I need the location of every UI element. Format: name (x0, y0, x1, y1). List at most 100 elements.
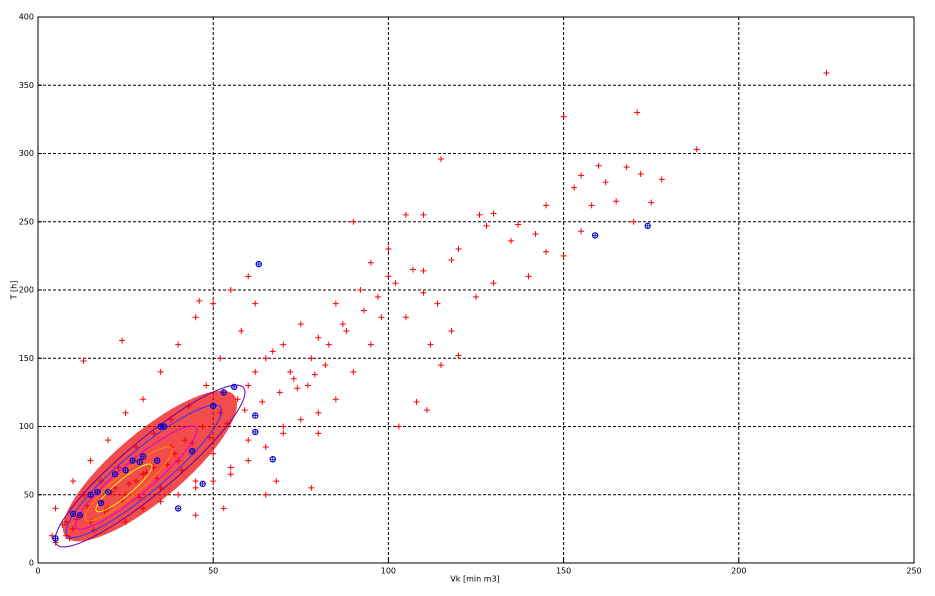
point (560, 252, 567, 259)
point (644, 222, 651, 230)
marker-plus (155, 458, 160, 463)
point (427, 341, 434, 348)
marker-plus (137, 459, 142, 464)
contour (65, 404, 223, 538)
point (294, 385, 301, 392)
point (94, 488, 101, 496)
point (693, 146, 700, 153)
point (325, 341, 332, 348)
point (448, 327, 455, 334)
point (378, 314, 385, 321)
point (490, 210, 497, 217)
marker-circle (139, 453, 147, 460)
y-tick-label: 350 (19, 81, 34, 90)
plot-frame (37, 16, 915, 564)
point (578, 172, 585, 179)
point (175, 341, 182, 348)
point (280, 430, 287, 437)
point (276, 389, 283, 396)
point (385, 246, 392, 253)
marker-circle (644, 222, 651, 230)
point (308, 355, 315, 362)
point (595, 162, 602, 169)
marker-plus (270, 457, 275, 462)
point (252, 428, 259, 436)
contour (54, 384, 246, 548)
point (111, 471, 119, 478)
x-tick-label: 250 (906, 567, 921, 576)
point (297, 416, 304, 423)
point (188, 447, 196, 455)
point (122, 466, 129, 474)
point (255, 260, 262, 268)
marker-circle (76, 512, 84, 519)
point (69, 510, 77, 518)
contour (95, 463, 153, 513)
marker-circle (104, 488, 112, 496)
point (245, 437, 252, 444)
point (203, 382, 210, 389)
marker-plus (123, 468, 128, 473)
marker-plus (141, 454, 146, 459)
marker-circle (174, 505, 182, 512)
marker-circle (209, 402, 217, 410)
contour (84, 446, 173, 522)
point (350, 368, 357, 375)
marker-plus (232, 384, 237, 389)
point (245, 273, 252, 280)
x-tick-label: 150 (556, 567, 571, 576)
point (269, 348, 276, 355)
point (210, 450, 217, 457)
point (823, 69, 830, 76)
point (409, 266, 416, 273)
point (385, 273, 392, 280)
marker-plus (176, 506, 181, 511)
marker-circle (129, 457, 136, 464)
point (392, 280, 399, 287)
point (252, 300, 259, 307)
point (322, 362, 329, 369)
point (360, 307, 367, 314)
point (199, 480, 206, 488)
point (315, 430, 322, 437)
point (262, 443, 269, 450)
point (434, 300, 441, 307)
y-tick-label: 100 (19, 422, 34, 431)
point (238, 327, 245, 334)
density-contours (54, 384, 246, 548)
marker-plus (221, 390, 226, 395)
marker-plus (53, 536, 58, 541)
point (420, 211, 427, 218)
point (613, 198, 620, 205)
point (87, 457, 94, 464)
x-tick-label: 0 (35, 567, 40, 576)
point (332, 396, 339, 403)
point (175, 491, 182, 498)
marker-circle (87, 491, 94, 498)
point (280, 341, 287, 348)
point (473, 293, 479, 300)
point (483, 222, 490, 229)
point (339, 321, 346, 328)
marker-plus (113, 472, 118, 477)
point (420, 289, 427, 296)
point (304, 382, 311, 389)
point (227, 471, 234, 478)
point (262, 355, 269, 362)
point (374, 293, 381, 300)
marker-circle (97, 499, 105, 507)
point (455, 352, 462, 359)
point (157, 368, 164, 375)
point (192, 512, 199, 519)
point (413, 398, 420, 405)
point (420, 267, 427, 274)
marker-plus (200, 481, 205, 486)
point (259, 398, 266, 405)
point (367, 259, 374, 266)
marker-circle (231, 383, 238, 391)
point (269, 456, 276, 463)
point (252, 368, 259, 375)
point (308, 484, 315, 491)
point (311, 371, 318, 378)
y-tick-label: 400 (19, 13, 34, 22)
